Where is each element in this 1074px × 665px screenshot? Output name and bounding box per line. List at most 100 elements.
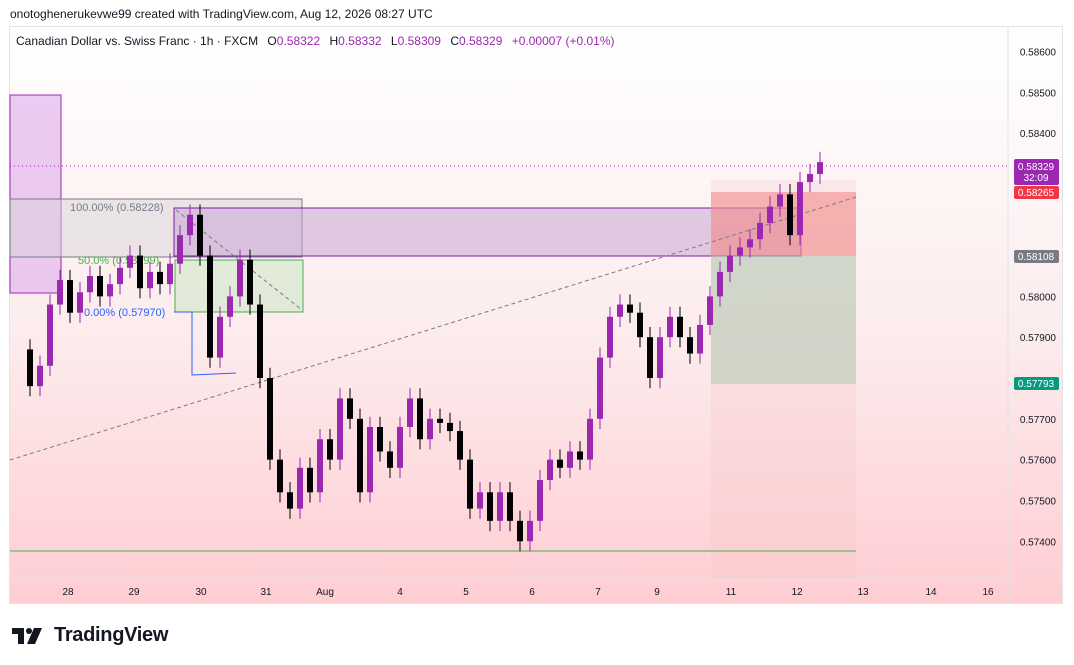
time-axis-ticks: 28 29 30 31 Aug 4 5 6 7 9 11 12 13 14 16	[62, 587, 994, 598]
candle-body	[377, 426, 383, 452]
candle-body	[437, 418, 443, 423]
candle-body	[687, 337, 693, 354]
tradingview-wordmark: TradingView	[54, 624, 169, 646]
time-tick-label: 13	[857, 587, 869, 598]
time-tick-label: 4	[397, 587, 403, 598]
candle-body	[317, 439, 323, 493]
tradingview-logo[interactable]: TradingView	[12, 624, 168, 647]
price-tick-label: 0.57900	[1020, 333, 1057, 344]
resistance-zone[interactable]	[173, 207, 802, 257]
candle-body	[717, 271, 723, 297]
candle-body	[777, 194, 783, 207]
candle-body	[127, 255, 133, 268]
candle-body	[47, 304, 53, 366]
candle-body	[57, 280, 63, 305]
candle-body	[367, 426, 373, 493]
chart-area[interactable]	[9, 26, 1063, 604]
time-tick-label: 29	[128, 587, 140, 598]
candle-body	[587, 418, 593, 460]
open-value: 0.58322	[276, 34, 321, 48]
chart-attribution: onotoghenerukevwe99 created with Trading…	[10, 7, 433, 21]
price-tick-label: 0.58500	[1020, 88, 1057, 99]
candle-body	[477, 492, 483, 509]
candle-body	[797, 182, 803, 236]
candle-body	[817, 162, 823, 174]
candle-body	[597, 357, 603, 419]
candle-series	[27, 151, 823, 552]
trend-line[interactable]	[9, 196, 857, 461]
svg-text:0.57793: 0.57793	[1018, 379, 1055, 390]
candle-body	[97, 275, 103, 297]
close-value: 0.58329	[459, 34, 503, 48]
price-tick-label: 0.57400	[1020, 537, 1057, 548]
fib-label-100: 100.00% (0.58228)	[70, 202, 164, 214]
candle-body	[307, 467, 313, 493]
take-profit-zone[interactable]	[711, 256, 856, 384]
candle-body	[627, 304, 633, 313]
candle-body	[467, 459, 473, 509]
candle-body	[407, 398, 413, 427]
candle-body	[227, 296, 233, 317]
svg-text:0.58265: 0.58265	[1018, 188, 1055, 199]
candle-body	[507, 492, 513, 521]
candle-body	[787, 194, 793, 236]
candle-body	[267, 378, 273, 460]
candle-body	[187, 214, 193, 236]
time-tick-label: 11	[726, 587, 737, 598]
candle-body	[117, 267, 123, 285]
candle-body	[607, 316, 613, 358]
svg-text:0.58108: 0.58108	[1018, 252, 1055, 263]
candle-body	[167, 263, 173, 285]
candle-body	[287, 492, 293, 509]
price-axis-ticks: 0.58600 0.58500 0.58400 0.58000 0.57900 0.577…	[1020, 47, 1057, 548]
price-tick-label: 0.57500	[1020, 496, 1057, 507]
tradingview-logo-icon	[12, 627, 42, 644]
candle-body	[107, 284, 113, 297]
candle-body	[347, 398, 353, 419]
candle-body	[547, 459, 553, 481]
low-value: 0.58309	[397, 34, 441, 48]
candle-body	[497, 492, 503, 521]
order-block-zone[interactable]	[9, 94, 62, 294]
time-tick-label: 30	[195, 587, 207, 598]
structure-line[interactable]	[174, 311, 237, 376]
candle-body	[667, 316, 673, 338]
candle-body	[517, 520, 523, 542]
candle-body	[147, 271, 153, 289]
candle-body	[647, 337, 653, 379]
candle-body	[537, 480, 543, 521]
candle-body	[337, 398, 343, 460]
candle-body	[527, 520, 533, 542]
candle-body	[447, 422, 453, 432]
candle-body	[177, 235, 183, 264]
candle-body	[767, 206, 773, 223]
time-tick-label: 16	[982, 587, 994, 598]
candle-body	[707, 296, 713, 325]
current-price-badge: 0.58329 32:09	[1014, 159, 1059, 185]
price-tick-label: 0.58000	[1020, 292, 1057, 303]
candle-body	[457, 431, 463, 460]
time-tick-label: 31	[260, 587, 272, 598]
fib-label-0: 0.00% (0.57970)	[84, 307, 165, 319]
candle-body	[207, 255, 213, 358]
candle-body	[567, 451, 573, 468]
candle-body	[257, 304, 263, 379]
stop-loss-zone[interactable]	[711, 192, 856, 256]
svg-text:0.58329: 0.58329	[1018, 162, 1055, 173]
time-tick-label: 12	[791, 587, 803, 598]
target-price-badge: 0.57793	[1014, 377, 1059, 390]
candle-body	[67, 280, 73, 313]
candle-body	[37, 365, 43, 387]
time-tick-label: 7	[595, 587, 601, 598]
close-label: C	[450, 34, 459, 48]
high-label: H	[329, 34, 339, 48]
candle-body	[427, 418, 433, 440]
candle-body	[757, 222, 763, 240]
candle-body	[357, 418, 363, 493]
entry-price-badge: 0.58108	[1014, 250, 1059, 263]
symbol-title: Canadian Dollar vs. Swiss Franc · 1h · F…	[16, 34, 259, 48]
candle-body	[297, 467, 303, 509]
candle-body	[397, 426, 403, 468]
candle-body	[737, 247, 743, 256]
